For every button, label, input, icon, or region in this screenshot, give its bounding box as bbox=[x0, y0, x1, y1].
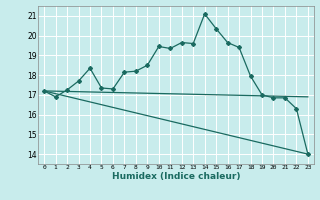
X-axis label: Humidex (Indice chaleur): Humidex (Indice chaleur) bbox=[112, 172, 240, 181]
